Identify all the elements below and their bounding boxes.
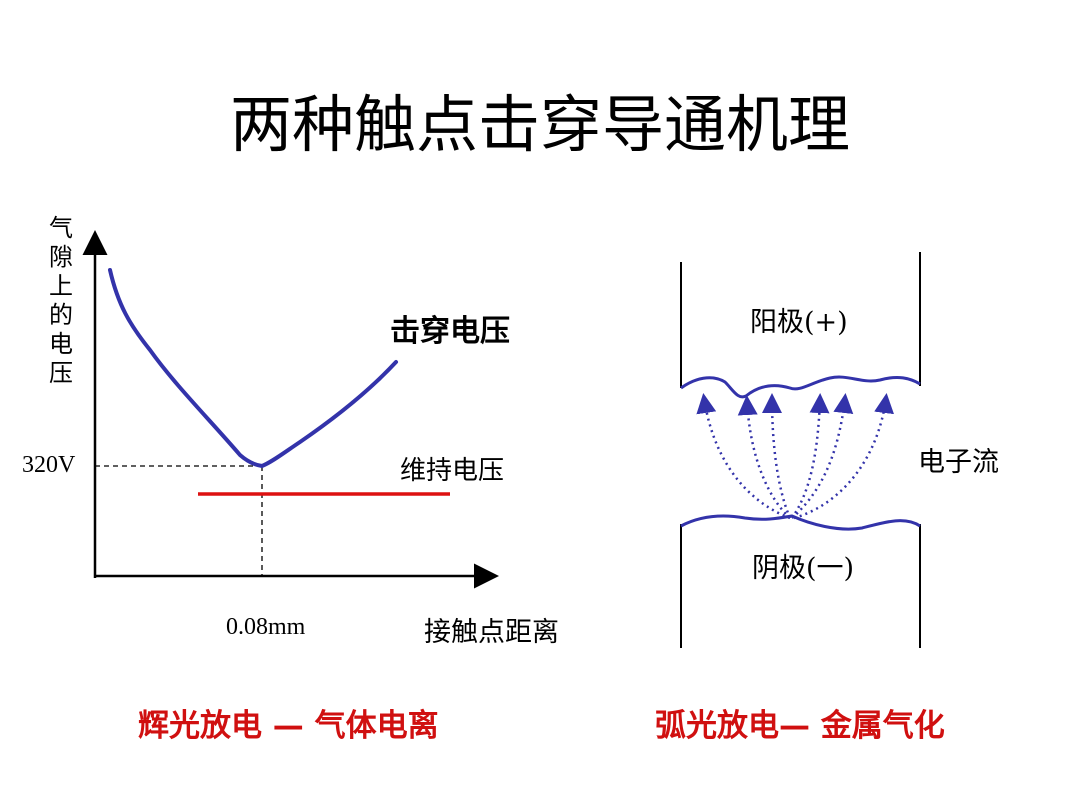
y-axis-label-char: 压	[49, 359, 73, 387]
glow-discharge-caption: 辉光放电 — 气体电离	[138, 708, 439, 744]
breakdown-voltage-label: 击穿电压	[390, 314, 510, 349]
cathode-label: 阴极(一)	[752, 553, 855, 584]
electron-flow-arrow	[737, 395, 791, 519]
y-axis-label-char: 上	[49, 272, 73, 300]
y-tick-label: 320V	[22, 452, 76, 478]
electron-flow-arrow	[696, 393, 791, 520]
cathode-surface	[680, 514, 921, 531]
arc-discharge-caption: 弧光放电— 金属气化	[655, 708, 945, 744]
y-axis-label: 气 隙 上 的 电 压	[46, 214, 76, 388]
electron-flow-arrow	[791, 393, 854, 519]
y-axis-label-char: 的	[49, 301, 73, 329]
y-axis-label-char: 气	[49, 214, 73, 242]
x-tick-label: 0.08mm	[226, 614, 306, 640]
electron-flow-arrow	[762, 393, 792, 519]
electron-flow-arrows	[696, 393, 894, 520]
x-axis-label: 接触点距离	[424, 617, 559, 648]
anode-surface	[680, 375, 921, 399]
sustain-voltage-label: 维持电压	[400, 456, 505, 486]
y-axis-label-char: 电	[49, 330, 73, 358]
electron-flow-arrow	[790, 393, 830, 519]
page-title: 两种触点击穿导通机理	[229, 88, 850, 161]
anode-label: 阳极(+)	[750, 307, 848, 338]
electron-flow-label: 电子流	[918, 447, 999, 478]
breakdown-voltage-curve	[108, 268, 398, 469]
y-axis-label-char: 隙	[49, 243, 73, 271]
electron-flow-arrow	[793, 393, 894, 520]
